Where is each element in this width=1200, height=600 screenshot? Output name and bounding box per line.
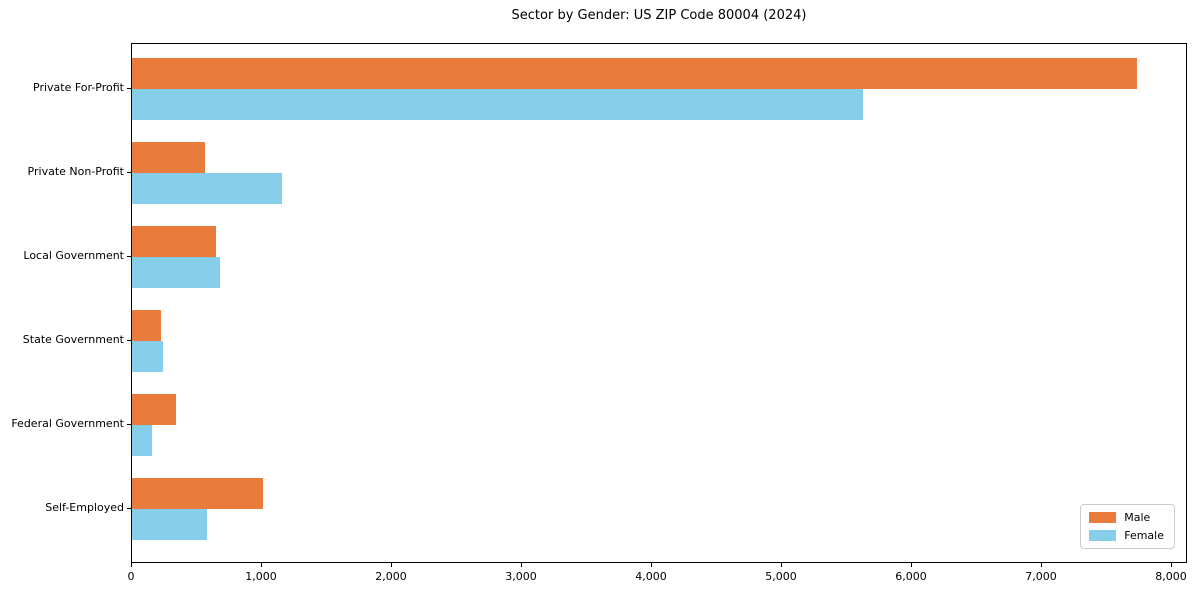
male-series-swatch	[1089, 512, 1117, 523]
x-tick-mark	[911, 563, 912, 567]
x-tick-mark	[391, 563, 392, 567]
x-tick-mark	[1041, 563, 1042, 567]
y-tick-mark	[127, 340, 131, 341]
x-tick-label-8000: 8,000	[1155, 570, 1187, 583]
legend-label-male: Male	[1124, 511, 1151, 524]
bar-female-private-non-profit	[132, 173, 282, 204]
legend-label-female: Female	[1124, 529, 1164, 542]
x-tick-mark	[261, 563, 262, 567]
legend-item-male: Male	[1089, 511, 1164, 524]
category-label-local-government: Local Government	[23, 249, 124, 262]
category-label-private-non-profit: Private Non-Profit	[27, 165, 124, 178]
category-label-federal-government: Federal Government	[11, 417, 124, 430]
x-tick-label-1000: 1,000	[245, 570, 277, 583]
x-tick-label-0: 0	[127, 570, 135, 583]
x-tick-mark	[1171, 563, 1172, 567]
bar-male-self-employed	[132, 478, 263, 509]
plot-area: Male Female	[131, 43, 1187, 563]
bar-female-federal-government	[132, 425, 152, 456]
x-tick-label-4000: 4,000	[635, 570, 667, 583]
bar-male-local-government	[132, 226, 216, 257]
x-tick-label-6000: 6,000	[895, 570, 927, 583]
bar-female-local-government	[132, 257, 220, 288]
bar-male-state-government	[132, 310, 161, 341]
y-tick-mark	[127, 508, 131, 509]
y-tick-mark	[127, 424, 131, 425]
x-tick-label-2000: 2,000	[375, 570, 407, 583]
x-tick-mark	[781, 563, 782, 567]
female-series-swatch	[1089, 530, 1117, 541]
chart-title: Sector by Gender: US ZIP Code 80004 (202…	[511, 8, 807, 23]
category-label-self-employed: Self-Employed	[45, 501, 124, 514]
legend-item-female: Female	[1089, 529, 1164, 542]
x-tick-mark	[651, 563, 652, 567]
bar-male-private-non-profit	[132, 142, 205, 173]
category-label-private-for-profit: Private For-Profit	[33, 81, 124, 94]
category-label-state-government: State Government	[22, 333, 124, 346]
bar-male-federal-government	[132, 394, 176, 425]
y-tick-mark	[127, 88, 131, 89]
legend: Male Female	[1080, 504, 1175, 549]
x-tick-label-5000: 5,000	[765, 570, 797, 583]
y-tick-mark	[127, 256, 131, 257]
bar-male-private-for-profit	[132, 58, 1137, 89]
y-tick-mark	[127, 172, 131, 173]
x-tick-mark	[521, 563, 522, 567]
bar-female-state-government	[132, 341, 163, 372]
x-tick-mark	[131, 563, 132, 567]
bar-female-self-employed	[132, 509, 207, 540]
bar-female-private-for-profit	[132, 89, 863, 120]
x-tick-label-7000: 7,000	[1025, 570, 1057, 583]
x-tick-label-3000: 3,000	[505, 570, 537, 583]
